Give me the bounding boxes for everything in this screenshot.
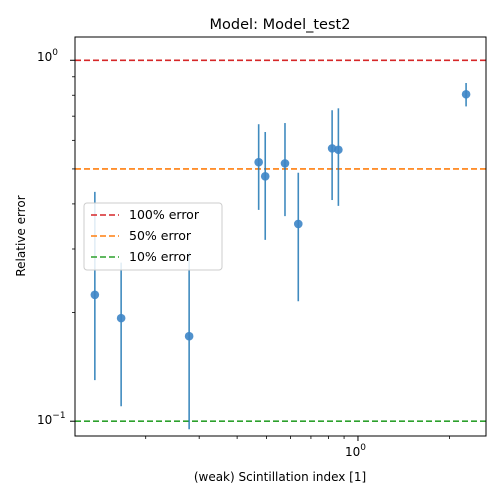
x-axis-ticks <box>145 436 450 441</box>
y-tick-label-top: 100 <box>37 48 58 64</box>
data-point <box>254 157 263 167</box>
y-tick-label-bottom: 10−1 <box>37 411 66 427</box>
x-tick-label: 100 <box>345 443 366 459</box>
data-points <box>90 89 471 341</box>
data-point <box>260 172 270 181</box>
legend-label-10: 10% error <box>129 249 192 264</box>
data-point <box>461 89 471 99</box>
legend: 100% error 50% error 10% error <box>83 202 223 271</box>
y-axis-label: Relative error <box>14 195 28 276</box>
reference-lines <box>75 59 486 423</box>
error-bars <box>94 83 467 430</box>
data-point <box>184 331 194 341</box>
plot-frame <box>74 36 487 437</box>
data-point <box>116 313 126 323</box>
y-axis-ticks <box>70 59 75 422</box>
chart-title: Model: Model_test2 <box>210 17 351 33</box>
legend-label-100: 100% error <box>129 207 200 222</box>
legend-label-50: 50% error <box>129 228 192 243</box>
data-point <box>293 219 303 229</box>
x-axis-label: (weak) Scintillation index [1] <box>194 470 366 484</box>
data-point <box>280 159 290 168</box>
legend-box <box>83 202 223 271</box>
data-point <box>334 145 343 155</box>
data-point <box>90 290 100 300</box>
